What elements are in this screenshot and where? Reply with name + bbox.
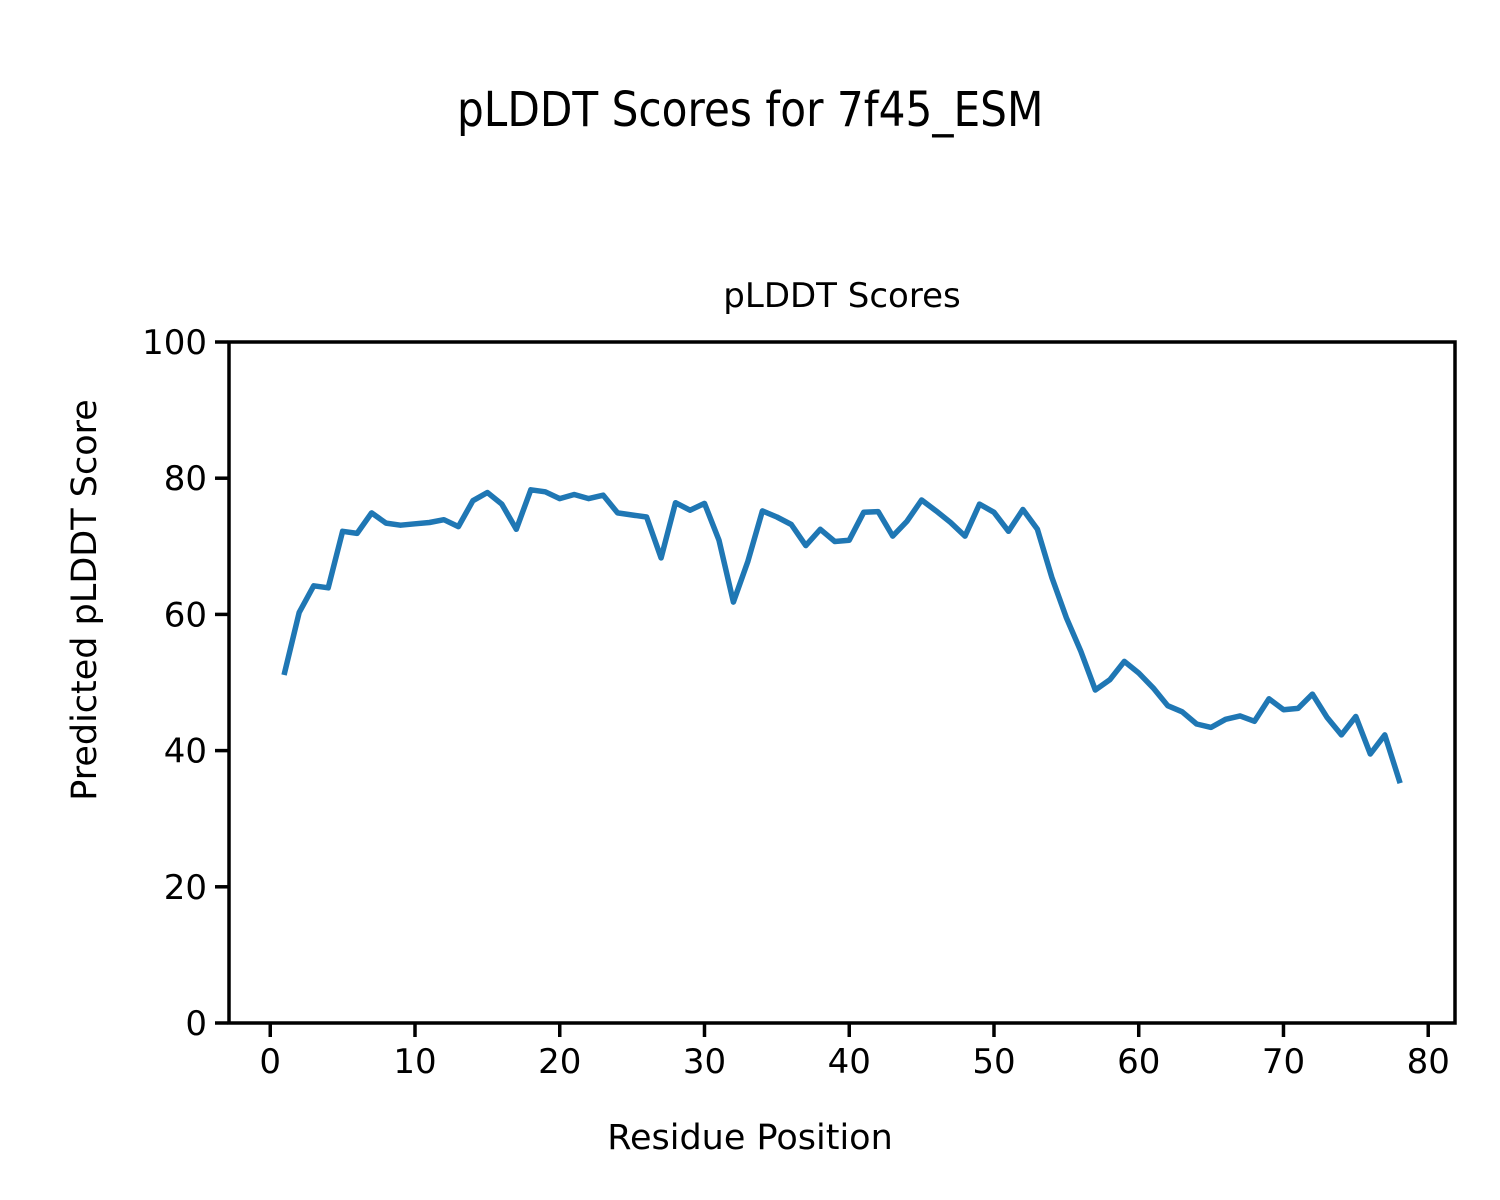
x-tick-label: 10	[393, 1042, 436, 1082]
x-axis-label: Residue Position	[607, 1118, 893, 1158]
y-tick-label: 0	[185, 1004, 207, 1044]
y-tick-label: 80	[164, 459, 207, 499]
figure-title: pLDDT Scores for 7f45_ESM	[0, 84, 1500, 137]
x-tick-label: 50	[972, 1042, 1015, 1082]
y-axis-label: Predicted pLDDT Score	[65, 399, 105, 801]
figure-title-text: pLDDT Scores for 7f45_ESM	[456, 82, 1044, 138]
x-tick-label: 30	[683, 1042, 726, 1082]
x-tick-label: 40	[828, 1042, 871, 1082]
x-tick-label: 20	[538, 1042, 581, 1082]
axes-title: pLDDT Scores	[723, 276, 961, 316]
plddt-line	[281, 487, 1403, 785]
plot-frame	[227, 340, 1457, 1025]
y-tick-label: 20	[164, 868, 207, 908]
x-tick-label: 60	[1117, 1042, 1160, 1082]
x-tick-label: 70	[1262, 1042, 1305, 1082]
x-tick-label: 0	[259, 1042, 281, 1082]
y-tick-label: 40	[164, 732, 207, 772]
y-tick-label: 60	[164, 595, 207, 635]
y-tick-label: 100	[142, 323, 207, 363]
x-tick-label: 80	[1407, 1042, 1450, 1082]
